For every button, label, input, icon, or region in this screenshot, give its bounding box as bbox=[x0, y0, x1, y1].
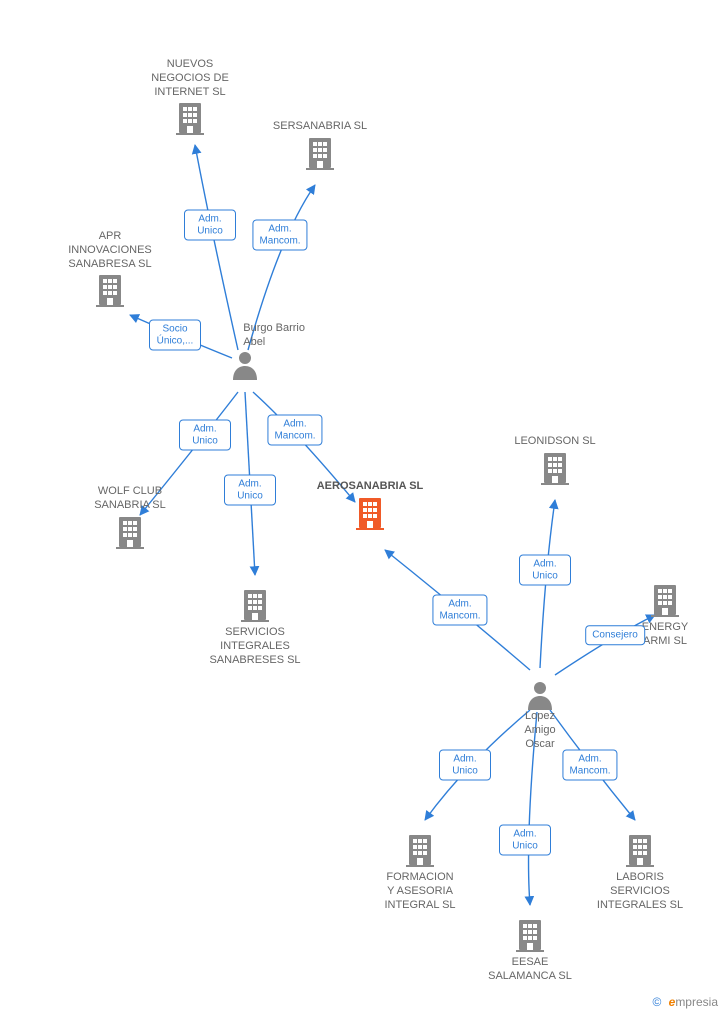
edge-label-lopez-energy: Consejero bbox=[585, 625, 645, 645]
building-icon bbox=[406, 835, 434, 867]
node-label: Burgo Barrio Abel bbox=[243, 322, 305, 350]
building-icon bbox=[541, 453, 569, 485]
node-leon: LEONIDSON SL bbox=[500, 435, 610, 485]
node-laboris: LABORIS SERVICIOS INTEGRALES SL bbox=[585, 835, 695, 912]
footer-attribution: © empresia bbox=[652, 995, 718, 1009]
node-lopez: Lopez Amigo Oscar bbox=[485, 680, 595, 751]
node-label: NUEVOS NEGOCIOS DE INTERNET SL bbox=[135, 58, 245, 99]
person-icon bbox=[527, 680, 553, 710]
node-wolf: WOLF CLUB SANABRIA SL bbox=[75, 485, 185, 549]
edge-label-lopez-eesae: Adm. Unico bbox=[499, 825, 551, 856]
building-icon bbox=[96, 275, 124, 307]
building-icon bbox=[356, 498, 384, 530]
edge-label-burgo-apr: Socio Único,... bbox=[149, 320, 201, 351]
building-icon bbox=[241, 590, 269, 622]
node-label: SERVICIOS INTEGRALES SANABRESES SL bbox=[200, 626, 310, 667]
building-icon bbox=[516, 920, 544, 952]
edge-label-burgo-wolf: Adm. Unico bbox=[179, 420, 231, 451]
node-form: FORMACION Y ASESORIA INTEGRAL SL bbox=[365, 835, 475, 912]
node-nuevos: NUEVOS NEGOCIOS DE INTERNET SL bbox=[135, 58, 245, 135]
node-eesae: EESAE SALAMANCA SL bbox=[475, 920, 585, 984]
building-icon bbox=[626, 835, 654, 867]
node-label: LABORIS SERVICIOS INTEGRALES SL bbox=[585, 871, 695, 912]
node-servint: SERVICIOS INTEGRALES SANABRESES SL bbox=[200, 590, 310, 667]
node-label: Lopez Amigo Oscar bbox=[485, 710, 595, 751]
edge-label-burgo-aero: Adm. Mancom. bbox=[267, 415, 322, 446]
edge-label-lopez-laboris: Adm. Mancom. bbox=[562, 750, 617, 781]
node-label: SERSANABRIA SL bbox=[265, 120, 375, 134]
building-icon bbox=[116, 517, 144, 549]
node-label: FORMACION Y ASESORIA INTEGRAL SL bbox=[365, 871, 475, 912]
node-label: LEONIDSON SL bbox=[500, 435, 610, 449]
building-icon bbox=[651, 585, 679, 617]
edge-burgo-nuevos bbox=[195, 145, 238, 350]
node-label: AEROSANABRIA SL bbox=[315, 480, 425, 494]
node-label: WOLF CLUB SANABRIA SL bbox=[75, 485, 185, 513]
node-sersan: SERSANABRIA SL bbox=[265, 120, 375, 170]
building-icon bbox=[306, 138, 334, 170]
person-icon bbox=[232, 350, 258, 380]
node-label: APR INNOVACIONES SANABRESA SL bbox=[55, 230, 165, 271]
node-label: EESAE SALAMANCA SL bbox=[475, 956, 585, 984]
edge-label-burgo-sersan: Adm. Mancom. bbox=[252, 220, 307, 251]
building-icon bbox=[176, 103, 204, 135]
brand-rest: mpresia bbox=[675, 995, 718, 1009]
edge-label-lopez-form: Adm. Unico bbox=[439, 750, 491, 781]
edge-label-burgo-nuevos: Adm. Unico bbox=[184, 210, 236, 241]
edge-label-burgo-servint: Adm. Unico bbox=[224, 475, 276, 506]
edge-label-lopez-leon: Adm. Unico bbox=[519, 555, 571, 586]
node-aero: AEROSANABRIA SL bbox=[315, 480, 425, 530]
edge-label-lopez-aero: Adm. Mancom. bbox=[432, 595, 487, 626]
copyright-symbol: © bbox=[652, 995, 661, 1009]
node-apr: APR INNOVACIONES SANABRESA SL bbox=[55, 230, 165, 307]
